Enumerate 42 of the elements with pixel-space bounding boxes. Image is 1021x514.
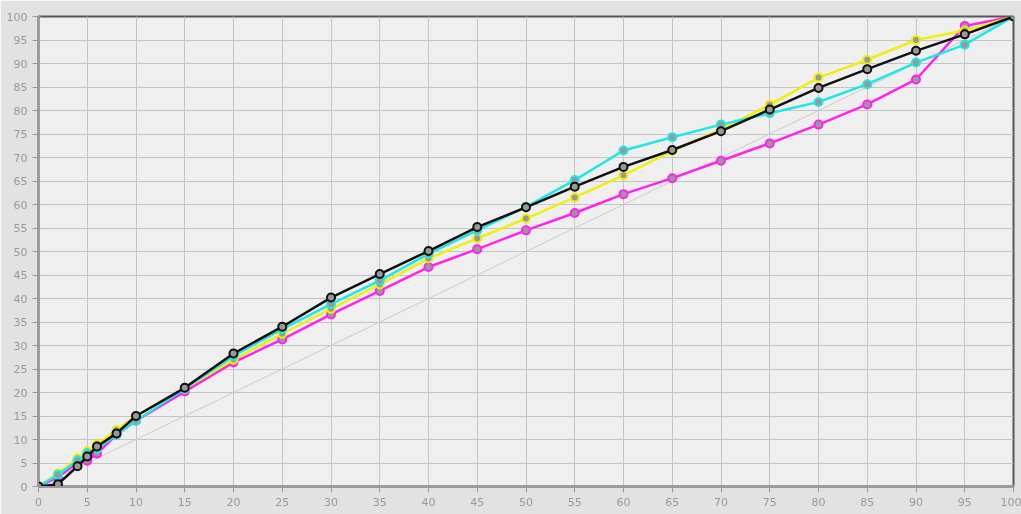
y-tick-label: 80: [13, 104, 28, 118]
y-tick-label: 35: [13, 316, 28, 329]
x-tick-label: 5: [83, 495, 91, 509]
y-tick-label: 45: [13, 269, 28, 282]
y-tick-label: 0: [20, 480, 28, 494]
y-tick-label: 60: [13, 198, 28, 212]
y-tick-label: 85: [13, 81, 28, 94]
y-tick-label: 50: [13, 245, 28, 259]
x-tick-label: 20: [226, 495, 241, 509]
y-tick-label: 90: [13, 57, 28, 71]
x-tick-label: 35: [372, 495, 387, 509]
x-tick-label: 10: [129, 495, 143, 509]
x-tick-label: 25: [275, 495, 290, 509]
y-tick-label: 55: [13, 222, 28, 235]
x-tick-label: 80: [811, 495, 826, 509]
x-tick-label: 30: [324, 495, 338, 509]
y-tick-label: 5: [20, 457, 28, 470]
x-tick-label: 90: [909, 495, 923, 509]
y-tick-label: 25: [13, 363, 28, 376]
y-tick-label: 100: [6, 10, 28, 24]
y-tick-label: 20: [13, 386, 28, 400]
y-tick-label: 15: [13, 410, 28, 423]
x-tick-label: 60: [616, 495, 631, 509]
x-tick-label: 95: [957, 495, 972, 509]
y-tick-label: 40: [13, 292, 28, 306]
x-tick-label: 70: [714, 495, 728, 509]
x-tick-label: 50: [519, 495, 533, 509]
x-tick-label: 85: [860, 495, 875, 509]
x-tick-label: 100: [1000, 495, 1021, 509]
x-tick-label: 45: [470, 495, 485, 509]
x-tick-label: 75: [762, 495, 777, 509]
y-tick-label: 30: [13, 339, 28, 353]
y-tick-label: 65: [13, 175, 28, 188]
y-tick-label: 70: [13, 151, 28, 165]
x-tick-label: 40: [421, 495, 436, 509]
y-tick-label: 75: [13, 128, 28, 141]
x-tick-label: 55: [567, 495, 582, 509]
x-tick-label: 15: [177, 495, 192, 509]
x-tick-label: 65: [665, 495, 680, 509]
y-tick-label: 10: [13, 433, 28, 447]
x-tick-label: 0: [35, 495, 42, 509]
y-tick-label: 95: [13, 34, 28, 47]
